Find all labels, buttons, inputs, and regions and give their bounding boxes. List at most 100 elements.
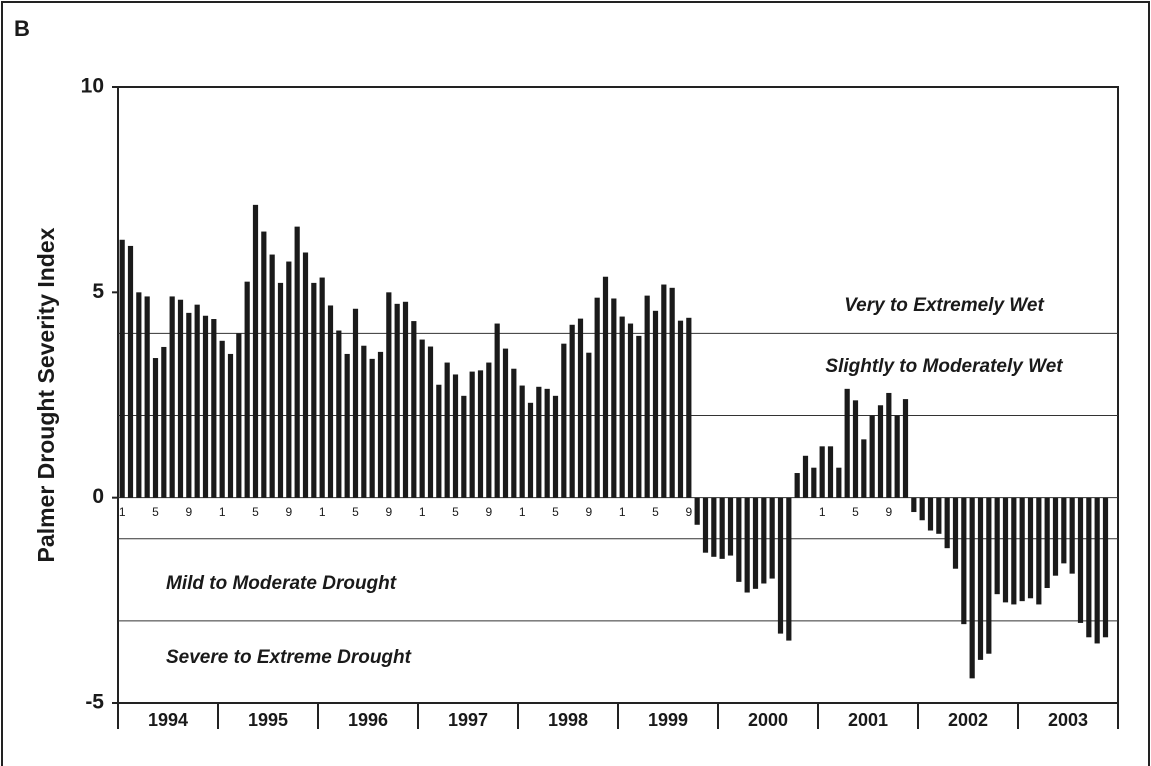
bar (661, 284, 667, 498)
bar (669, 287, 675, 498)
bar (644, 295, 650, 498)
bar (627, 323, 634, 498)
bar (886, 392, 892, 498)
bar (969, 497, 975, 679)
bar (1019, 497, 1025, 602)
bar (727, 497, 734, 556)
bar (536, 386, 542, 498)
bar (752, 497, 759, 589)
annotation: Severe to Extreme Drought (166, 647, 412, 668)
bar (719, 497, 725, 559)
bar (244, 281, 250, 498)
bar (594, 297, 600, 498)
bar (936, 497, 942, 534)
bar (352, 308, 359, 498)
bar (511, 368, 517, 498)
bar (311, 282, 317, 498)
bar (811, 467, 817, 498)
bar (502, 348, 509, 498)
bar (852, 400, 859, 498)
bar (277, 282, 284, 498)
bar (377, 351, 384, 498)
bar (519, 385, 525, 498)
bar (827, 446, 834, 498)
bar (319, 277, 325, 498)
bar (1052, 497, 1059, 576)
bar (677, 320, 684, 498)
panel-label: B (14, 16, 30, 41)
month-label: 5 (152, 505, 159, 519)
bar (994, 497, 1000, 595)
bar (161, 346, 167, 498)
month-label: 1 (319, 505, 326, 519)
bar (327, 305, 334, 498)
bar (986, 497, 992, 654)
y-tick-label: -5 (85, 691, 104, 714)
bar (527, 402, 534, 498)
bar (952, 497, 959, 569)
month-label: 9 (285, 505, 292, 519)
month-label: 9 (485, 505, 492, 519)
bar (902, 399, 909, 498)
bar (469, 371, 475, 498)
annotation: Slightly to Moderately Wet (825, 356, 1063, 377)
bar (1094, 497, 1100, 644)
year-label: 1995 (248, 710, 288, 730)
bar (711, 497, 717, 557)
bar (202, 315, 209, 498)
bar (636, 335, 642, 498)
bar (211, 319, 217, 498)
bar (927, 497, 934, 531)
bar (961, 497, 967, 625)
year-label: 2000 (748, 710, 788, 730)
bar (1061, 497, 1067, 564)
bar (577, 318, 584, 498)
year-label: 2003 (1048, 710, 1088, 730)
bar (252, 204, 259, 498)
year-label: 1998 (548, 710, 588, 730)
bar (1077, 497, 1084, 623)
bar (894, 415, 900, 498)
bar (386, 292, 392, 498)
bar (261, 231, 267, 498)
month-label: 5 (452, 505, 459, 519)
bar (569, 324, 575, 498)
bar (561, 343, 567, 498)
annotation: Very to Extremely Wet (844, 295, 1044, 316)
month-label: 1 (519, 505, 526, 519)
bar (236, 333, 242, 498)
month-label: 5 (852, 505, 859, 519)
month-label: 9 (385, 505, 392, 519)
bar (119, 239, 125, 498)
bar (369, 358, 375, 498)
bar (494, 323, 500, 498)
bar (1044, 497, 1050, 589)
bar (611, 298, 617, 498)
bar (1002, 497, 1009, 603)
bar (477, 370, 484, 498)
bar (1011, 497, 1017, 605)
bar (444, 362, 450, 498)
month-label: 5 (552, 505, 559, 519)
bar (144, 296, 150, 498)
annotation: Mild to Moderate Drought (166, 573, 397, 594)
bar (269, 254, 275, 498)
bar (944, 497, 950, 549)
month-label: 5 (352, 505, 359, 519)
year-label: 1996 (348, 710, 388, 730)
bar (869, 415, 875, 498)
bar (219, 340, 225, 498)
bar (344, 353, 350, 498)
y-tick-label: 5 (92, 280, 104, 303)
bar (702, 497, 709, 553)
bar (419, 339, 425, 498)
bar (427, 346, 434, 498)
bar (652, 310, 659, 498)
y-tick-label: 10 (81, 75, 104, 98)
year-label: 1994 (148, 710, 188, 730)
bar (411, 321, 417, 498)
bar (336, 330, 342, 498)
bar (194, 304, 200, 498)
bar (461, 395, 467, 498)
year-label: 1997 (448, 710, 488, 730)
